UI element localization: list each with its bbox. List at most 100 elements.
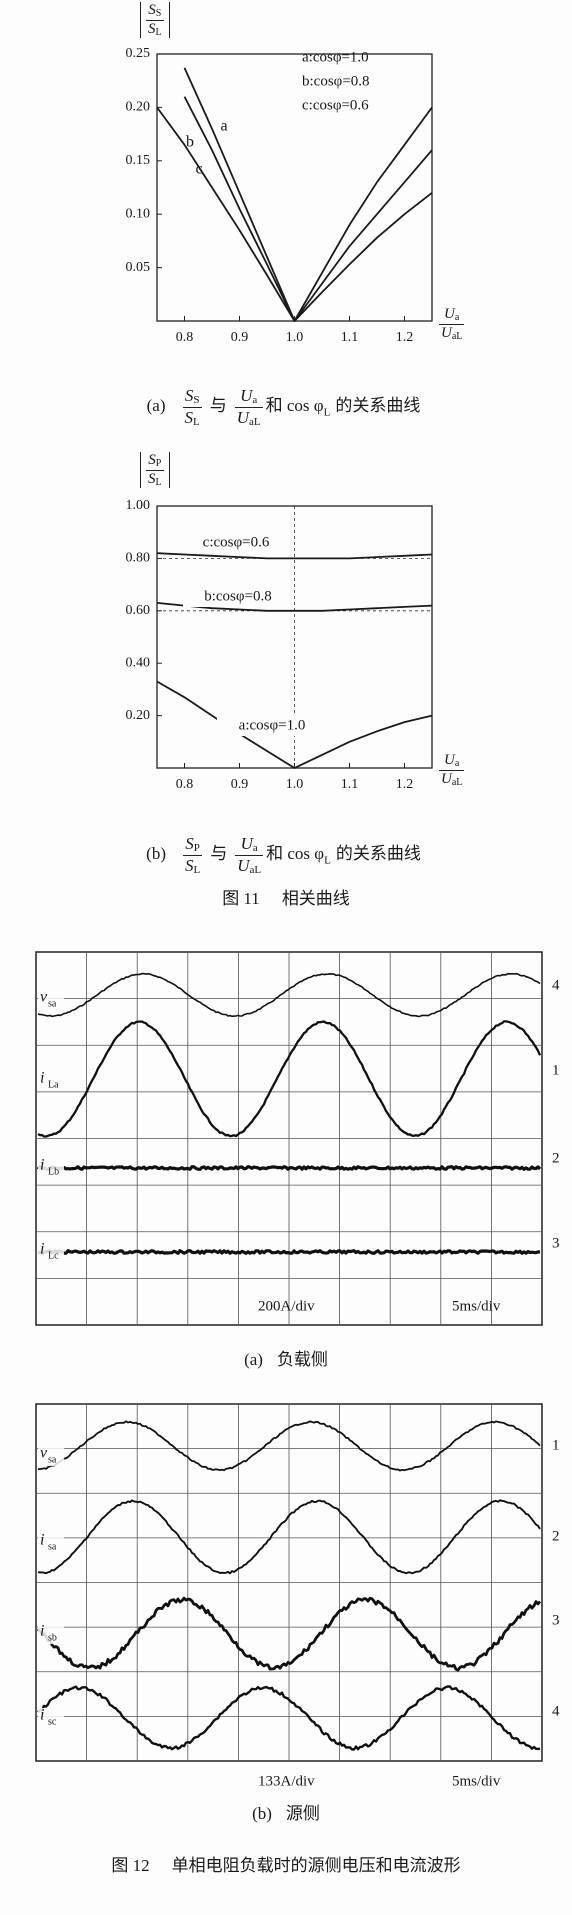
subscript: S [193, 394, 200, 406]
figure-title-text: 单相电阻负载时的源侧电压和电流波形 [171, 1856, 461, 1875]
caption-text: 与 [210, 844, 228, 864]
y-tick-label: 0.20 [126, 100, 151, 115]
channel-subscript: sc [48, 1716, 57, 1727]
y-tick-label: 0.80 [126, 551, 151, 566]
label-backdrop [38, 1533, 64, 1553]
subfigure-caption: (b) SP SL 与 Ua UaL 和 cos φL 的关系曲线 [0, 834, 572, 876]
waveform [37, 1499, 541, 1575]
label-backdrop [183, 587, 293, 607]
x-tick-label: 1.0 [286, 777, 304, 792]
fraction: Ua UaL [439, 752, 465, 789]
subscript: L [193, 415, 200, 428]
symbol: S [185, 834, 194, 853]
waveform [36, 1165, 542, 1171]
subfigure-caption: (a) 负载侧 [0, 1350, 572, 1370]
y-tick-label: 0.20 [126, 708, 151, 723]
denominator: SL [146, 471, 164, 489]
denominator: UaL [439, 771, 464, 789]
channel-subscript: sb [48, 1632, 57, 1643]
numerator: SS [146, 2, 164, 21]
x-tick-label: 0.9 [231, 330, 249, 345]
legend-entry: c:cosφ=0.6 [302, 97, 369, 113]
symbol: S [184, 855, 194, 875]
channel-number: 1 [552, 1062, 560, 1078]
series-label: a:cosφ=1.0 [239, 717, 306, 733]
label-backdrop [38, 990, 64, 1010]
label-backdrop [38, 1242, 64, 1262]
subscript: L [155, 26, 162, 38]
time-scale: 5ms/div [452, 1773, 501, 1789]
symbol: S [148, 452, 156, 468]
caption-label: (b) [252, 1804, 272, 1823]
channel-subscript: Lb [48, 1166, 59, 1177]
subscript: aL [451, 776, 463, 788]
legend-entry: b:cosφ=0.8 [302, 73, 370, 89]
figure-title-text: 相关曲线 [281, 889, 350, 908]
channel-symbol: i [40, 1532, 44, 1549]
fraction: SS SL [146, 2, 164, 38]
x-axis-label: Ua UaL [436, 752, 467, 788]
x-tick-label: 0.8 [176, 777, 194, 792]
subscript: a [252, 394, 258, 406]
waveform [36, 1596, 542, 1672]
caption-text: 负载侧 [276, 1350, 328, 1369]
symbol: S [148, 470, 156, 487]
channel-number: 2 [552, 1150, 560, 1166]
numerator: Ua [234, 386, 263, 408]
channel-symbol: v [40, 989, 48, 1006]
caption-text: 与 [209, 396, 227, 416]
curve-label: b [186, 134, 194, 151]
waveform [37, 1685, 541, 1751]
y-tick-label: 0.25 [126, 46, 151, 61]
figure-title: 图 12 单相电阻负载时的源侧电压和电流波形 [0, 1856, 572, 1876]
channel-subscript: Lc [48, 1250, 59, 1261]
channel-subscript: sa [48, 1541, 57, 1552]
subscript: S [155, 8, 162, 19]
x-tick-label: 0.8 [176, 330, 194, 345]
subscript: aL [249, 863, 262, 876]
caption-text: 源侧 [285, 1804, 320, 1823]
subscript: L [324, 854, 331, 867]
denominator: UaL [235, 856, 263, 877]
fraction: SP SL [146, 452, 164, 488]
plot-frame [156, 53, 433, 322]
y-tick-label: 0.10 [126, 206, 151, 221]
x-tick-label: 0.9 [231, 777, 249, 792]
channel-symbol: i [40, 1707, 44, 1724]
channel-symbol: i [40, 1070, 44, 1087]
channel-symbol: i [40, 1241, 44, 1258]
symbol: U [441, 324, 452, 341]
symbol: U [444, 306, 455, 322]
waveform [37, 1020, 542, 1138]
channel-number: 4 [552, 1703, 560, 1719]
label-backdrop [217, 716, 327, 736]
numerator: Ua [439, 752, 465, 771]
curve-label: c [195, 161, 202, 178]
numerator: SP [146, 452, 164, 471]
subscript: L [193, 863, 201, 876]
symbol: S [184, 386, 194, 405]
amplitude-scale: 133A/div [258, 1773, 315, 1789]
caption-label: (a) [244, 1350, 263, 1369]
figure-title: 图 11 相关曲线 [0, 889, 572, 909]
series-label: c:cosφ=0.6 [203, 534, 270, 550]
symbol: S [148, 2, 156, 18]
caption-label: (b) [146, 844, 166, 864]
subscript: aL [451, 330, 463, 342]
y-axis-label: SP SL [140, 452, 170, 488]
denominator: UaL [235, 408, 263, 429]
y-tick-label: 1.00 [126, 498, 151, 513]
label-backdrop [38, 1071, 64, 1091]
fraction: Ua UaL [439, 306, 465, 342]
waveform [37, 1249, 541, 1255]
y-tick-label: 0.40 [126, 655, 151, 670]
symbol: S [148, 20, 156, 37]
numerator: SP [182, 834, 203, 856]
x-tick-label: 1.1 [341, 777, 359, 792]
denominator: SL [183, 408, 202, 429]
numerator: SS [182, 386, 202, 408]
symbol: S [184, 407, 194, 427]
channel-symbol: i [40, 1623, 44, 1640]
